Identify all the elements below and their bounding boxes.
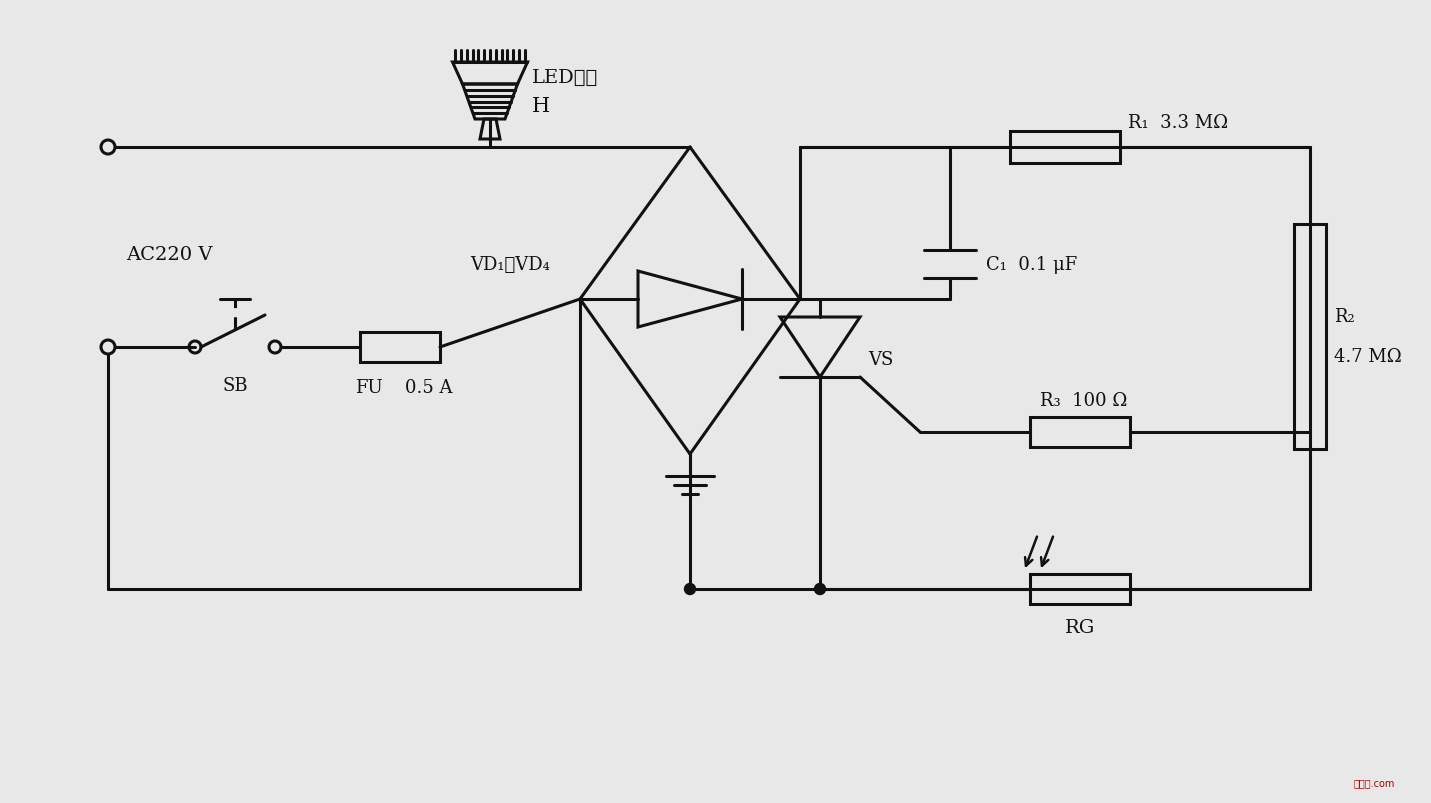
Text: 桂结图.com: 桂结图.com xyxy=(1354,777,1395,787)
Text: 0.5 A: 0.5 A xyxy=(405,378,452,397)
Text: VS: VS xyxy=(869,351,893,369)
Circle shape xyxy=(684,584,695,595)
Text: FU: FU xyxy=(355,378,382,397)
Text: R₁  3.3 MΩ: R₁ 3.3 MΩ xyxy=(1128,114,1228,132)
Text: LED灯杯: LED灯杯 xyxy=(532,69,598,87)
Text: AC220 V: AC220 V xyxy=(126,246,212,263)
Text: SB: SB xyxy=(222,377,248,394)
Text: C₁  0.1 μF: C₁ 0.1 μF xyxy=(986,255,1078,274)
Text: H: H xyxy=(532,97,550,116)
Text: R₃  100 Ω: R₃ 100 Ω xyxy=(1040,392,1128,410)
Circle shape xyxy=(814,584,826,595)
Text: RG: RG xyxy=(1065,618,1095,636)
Text: VD₁～VD₄: VD₁～VD₄ xyxy=(469,255,550,274)
Text: R₂: R₂ xyxy=(1334,308,1355,326)
Text: 4.7 MΩ: 4.7 MΩ xyxy=(1334,348,1402,366)
